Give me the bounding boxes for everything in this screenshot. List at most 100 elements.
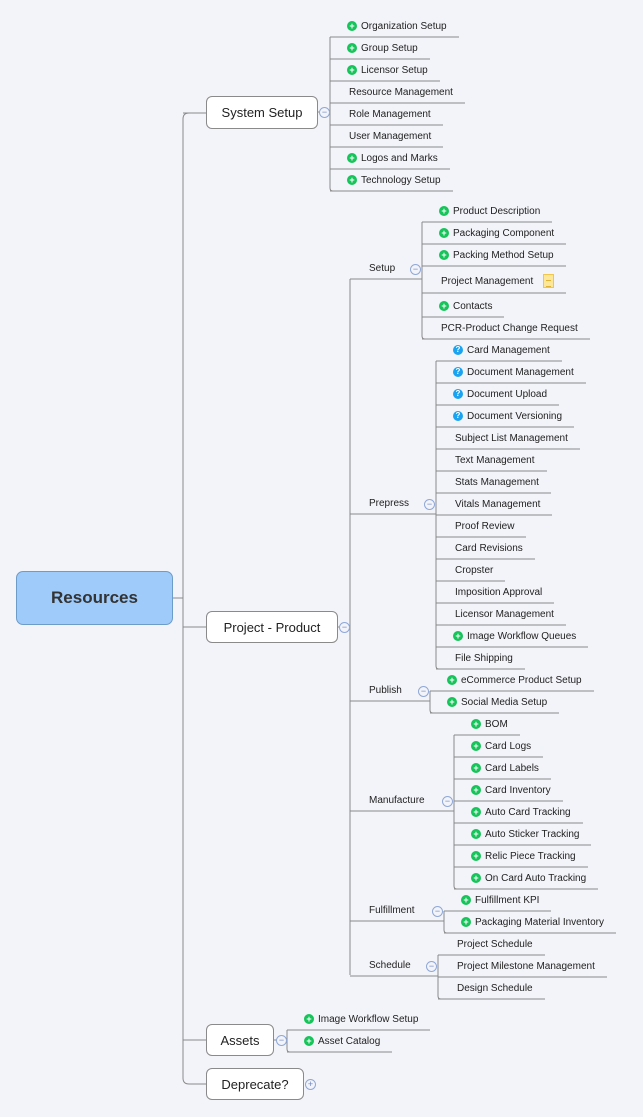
node-product-description[interactable]: + Product Description [439,204,540,218]
plus-circle-icon: + [439,206,449,216]
node-card-labels[interactable]: + Card Labels [471,761,539,775]
node-packaging-material-inventory[interactable]: + Packaging Material Inventory [461,915,604,929]
collapse-prepress-toggle[interactable]: − [424,499,435,510]
node-image-workflow-queues[interactable]: + Image Workflow Queues [453,629,576,643]
node-group-setup[interactable]: + Group Setup [347,41,418,55]
node-auto-card-tracking[interactable]: + Auto Card Tracking [471,805,571,819]
node-on-card-auto-tracking[interactable]: + On Card Auto Tracking [471,871,586,885]
node-imposition-approval[interactable]: Imposition Approval [455,585,542,599]
node-label: Document Upload [467,388,548,400]
plus-circle-icon: + [447,697,457,707]
node-contacts[interactable]: + Contacts [439,299,492,313]
node-packing-method-setup[interactable]: + Packing Method Setup [439,248,554,262]
node-label: Stats Management [455,476,539,488]
node-card-inventory[interactable]: + Card Inventory [471,783,551,797]
collapse-fulfillment-toggle[interactable]: − [432,906,443,917]
node-label: Card Labels [485,762,539,774]
node-packaging-component[interactable]: + Packaging Component [439,226,554,240]
node-asset-catalog[interactable]: + Asset Catalog [304,1034,380,1048]
sub-manufacture[interactable]: Manufacture [369,795,425,806]
sub-schedule[interactable]: Schedule [369,960,411,971]
node-cropster[interactable]: Cropster [455,563,493,577]
node-label: Packaging Component [453,227,555,239]
node-document-versioning[interactable]: ? Document Versioning [453,409,562,423]
plus-circle-icon: + [471,719,481,729]
group-line [453,735,458,890]
node-auto-sticker-tracking[interactable]: + Auto Sticker Tracking [471,827,579,841]
node-label: Proof Review [455,520,515,532]
collapse-project-product-toggle[interactable]: − [339,622,350,633]
plus-circle-icon: + [439,301,449,311]
sub-prepress[interactable]: Prepress [369,498,410,509]
node-label: File Shipping [455,652,513,664]
node-document-upload[interactable]: ? Document Upload [453,387,547,401]
question-circle-icon: ? [453,411,463,421]
node-social-media-setup[interactable]: + Social Media Setup [447,695,547,709]
node-label: Fulfillment KPI [475,894,540,906]
branch-assets[interactable]: Assets [206,1024,274,1056]
sub-setup[interactable]: Setup [369,263,396,274]
collapse-assets-toggle[interactable]: − [276,1035,287,1046]
node-card-revisions[interactable]: Card Revisions [455,541,523,555]
plus-circle-icon: + [471,741,481,751]
node-label: Document Versioning [467,410,563,422]
node-label: Asset Catalog [318,1035,381,1047]
node-label: Card Inventory [485,784,551,796]
plus-circle-icon: + [447,675,457,685]
node-proof-review[interactable]: Proof Review [455,519,514,533]
node-organization-setup[interactable]: + Organization Setup [347,19,447,33]
group-line [421,222,426,340]
node-project-milestone-management[interactable]: Project Milestone Management [457,959,595,973]
node-logos-and-marks[interactable]: + Logos and Marks [347,151,438,165]
collapse-publish-toggle[interactable]: − [418,686,429,697]
node-user-management[interactable]: User Management [349,129,431,143]
node-label: Licensor Setup [361,64,428,76]
node-text-management[interactable]: Text Management [455,453,535,467]
node-design-schedule[interactable]: Design Schedule [457,981,533,995]
branch-system-setup[interactable]: System Setup [206,96,318,129]
node-image-workflow-setup[interactable]: + Image Workflow Setup [304,1012,418,1026]
node-role-management[interactable]: Role Management [349,107,431,121]
root-node[interactable]: Resources [16,571,173,625]
node-label: Card Management [467,344,550,356]
node-document-management[interactable]: ? Document Management [453,365,574,379]
node-project-schedule[interactable]: Project Schedule [457,937,533,951]
node-label: Relic Piece Tracking [485,850,576,862]
collapse-manufacture-toggle[interactable]: − [442,796,453,807]
node-label: Resource Management [349,86,453,98]
plus-circle-icon: + [347,21,357,31]
branch-deprecate[interactable]: Deprecate? [206,1068,304,1100]
node-project-management[interactable]: Project Management [441,274,555,288]
node-technology-setup[interactable]: + Technology Setup [347,173,441,187]
node-subject-list-management[interactable]: Subject List Management [455,431,568,445]
node-licensor-management[interactable]: Licensor Management [455,607,554,621]
node-bom[interactable]: + BOM [471,717,508,731]
question-circle-icon: ? [453,345,463,355]
node-pcr-product-change-request[interactable]: PCR-Product Change Request [441,321,578,335]
node-label: Text Management [455,454,535,466]
node-relic-piece-tracking[interactable]: + Relic Piece Tracking [471,849,576,863]
plus-circle-icon: + [347,175,357,185]
node-ecommerce-product-setup[interactable]: + eCommerce Product Setup [447,673,582,687]
expand-deprecate-toggle[interactable]: + [305,1079,316,1090]
node-label: Contacts [453,300,493,312]
node-card-logs[interactable]: + Card Logs [471,739,531,753]
node-licensor-setup[interactable]: + Licensor Setup [347,63,428,77]
node-vitals-management[interactable]: Vitals Management [455,497,540,511]
node-stats-management[interactable]: Stats Management [455,475,539,489]
branch-project-product[interactable]: Project - Product [206,611,338,643]
node-card-management[interactable]: ? Card Management [453,343,550,357]
node-label: Group Setup [361,42,418,54]
sub-fulfillment[interactable]: Fulfillment [369,905,415,916]
node-file-shipping[interactable]: File Shipping [455,651,513,665]
collapse-system-setup-toggle[interactable]: − [319,107,330,118]
collapse-schedule-toggle[interactable]: − [426,961,437,972]
node-fulfillment-kpi[interactable]: + Fulfillment KPI [461,893,539,907]
collapse-setup-toggle[interactable]: − [410,264,421,275]
node-label: User Management [349,130,432,142]
node-label: Subject List Management [455,432,568,444]
node-resource-management[interactable]: Resource Management [349,85,453,99]
sub-publish[interactable]: Publish [369,685,402,696]
note-icon[interactable] [543,274,555,288]
